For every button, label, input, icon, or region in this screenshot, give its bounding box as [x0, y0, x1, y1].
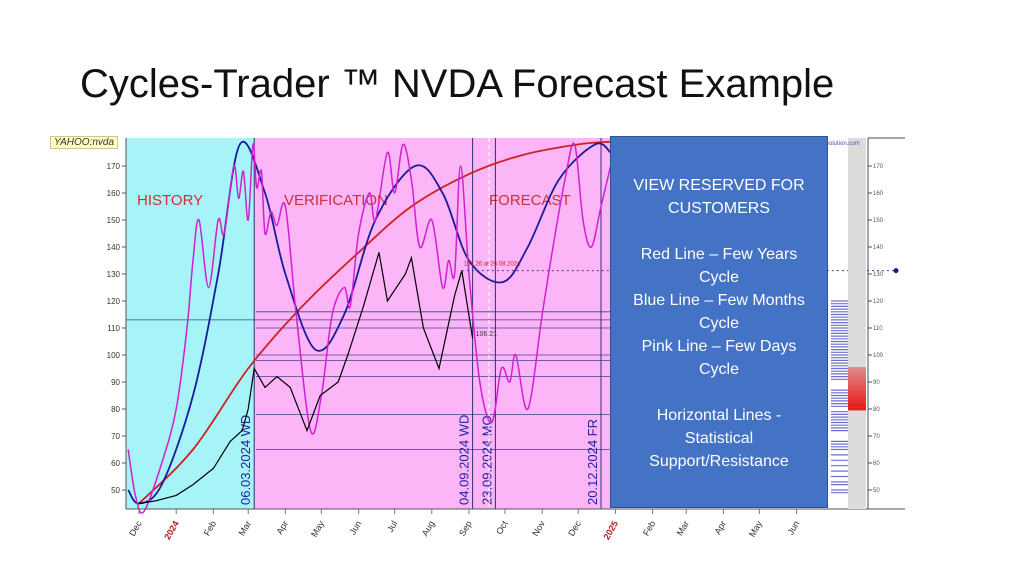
y-tick-label: 100 — [107, 351, 121, 360]
overlay-line: VIEW RESERVED FOR — [633, 177, 805, 194]
right-y-tick-label: 100 — [873, 353, 884, 359]
histogram-bar-red — [848, 383, 866, 387]
x-tick-label: May — [747, 519, 764, 539]
histogram-bar-red — [848, 377, 866, 381]
right-y-tick-label: 140 — [873, 245, 884, 251]
histogram-bar-red — [848, 369, 866, 373]
x-tick-label: Jul — [385, 519, 399, 534]
x-tick-label: Feb — [641, 519, 657, 537]
vertical-date-label: 20.12.2024 FR — [585, 419, 600, 505]
region-label: FORECAST — [489, 192, 571, 209]
right-y-tick-label: 60 — [873, 461, 880, 467]
overlay-line — [611, 381, 827, 404]
x-tick-label: Jun — [347, 519, 363, 537]
x-tick-label: 2024 — [162, 519, 181, 541]
overlay-line: Statistical — [684, 430, 754, 447]
histogram-bar-red — [848, 388, 866, 392]
overlay-line — [611, 220, 827, 243]
y-tick-label: 50 — [111, 486, 120, 495]
x-tick-label: Sep — [457, 519, 474, 538]
y-tick-label: 70 — [111, 432, 120, 441]
region-verification — [254, 138, 473, 509]
y-tick-label: 90 — [111, 378, 120, 387]
histogram-bar-red — [848, 394, 866, 397]
x-tick-label: Oct — [494, 519, 510, 537]
right-y-tick-label: 150 — [873, 218, 884, 224]
few-years-cycle-line — [138, 140, 611, 505]
region-history — [126, 138, 255, 509]
histogram-bar-red — [848, 372, 866, 376]
x-tick-label: Apr — [274, 519, 290, 536]
annotation-high: 131.26 at 26.08.2024 — [464, 262, 521, 268]
x-tick-label: Mar — [237, 519, 253, 537]
y-tick-label: 60 — [111, 459, 120, 468]
y-tick-label: 150 — [107, 216, 121, 225]
histogram-bar-red — [848, 404, 866, 408]
histogram-bar-red — [848, 391, 866, 395]
x-tick-label: Jun — [785, 519, 801, 537]
histogram-bar-red — [848, 367, 866, 370]
overlay-line: Horizontal Lines - — [656, 407, 782, 424]
price-line — [138, 252, 474, 505]
last-price-marker — [893, 268, 899, 274]
histogram-bar-red — [848, 380, 866, 384]
right-y-tick-label: 50 — [873, 488, 880, 494]
x-tick-label: May — [309, 519, 326, 539]
x-tick-label: Dec — [127, 519, 144, 538]
overlay-line: CUSTOMERS — [668, 200, 770, 217]
vertical-date-label: 06.03.2024 WD — [238, 415, 253, 505]
y-tick-label: 170 — [107, 162, 121, 171]
region-label: HISTORY — [137, 192, 203, 209]
x-tick-label: Apr — [712, 519, 728, 536]
vertical-date-label: 04.09.2024 WD — [457, 415, 472, 505]
overlay-line: Pink Line – Few Days — [641, 338, 797, 355]
x-tick-label: Aug — [420, 519, 437, 538]
histogram-bar-red — [848, 386, 866, 389]
y-tick-label: 120 — [107, 297, 121, 306]
right-y-tick-label: 160 — [873, 191, 884, 197]
overlay-line: Cycle — [698, 315, 739, 332]
ticker-label: YAHOO:nvda — [50, 136, 119, 149]
overlay-line: Blue Line – Few Months — [633, 292, 805, 309]
right-y-tick-label: 120 — [873, 299, 884, 305]
histogram-bar-red — [848, 396, 866, 400]
histogram-bar-red — [848, 399, 866, 403]
overlay-line: Cycle — [698, 361, 739, 378]
right-y-tick-label: 90 — [873, 380, 880, 386]
x-tick-label: Feb — [202, 519, 218, 537]
x-tick-label: Nov — [530, 519, 547, 538]
overlay-line: Cycle — [698, 269, 739, 286]
y-tick-label: 110 — [107, 324, 120, 333]
customers-reserved-overlay: VIEW RESERVED FOR CUSTOMERS Red Line – Few… — [610, 136, 828, 508]
histogram-bar-red — [848, 407, 866, 411]
overlay-line: Support/Resistance — [649, 453, 789, 470]
x-tick-label: Mar — [675, 519, 691, 537]
vertical-date-label: 23.09.2024 MO — [479, 415, 494, 505]
watermark-text: timingsolution.com — [810, 141, 860, 147]
overlay-line: Red Line – Few Years — [640, 246, 798, 263]
y-tick-label: 160 — [107, 189, 121, 198]
histogram-bar-red — [848, 375, 866, 378]
x-tick-label: Dec — [566, 519, 583, 538]
few-months-cycle-line — [127, 140, 612, 505]
few-days-cycle-line — [127, 142, 612, 514]
right-y-tick-label: 80 — [873, 407, 880, 413]
y-tick-label: 130 — [107, 270, 121, 279]
histogram-panel — [848, 138, 866, 509]
right-y-tick-label: 70 — [873, 434, 880, 440]
right-y-tick-label: 110 — [873, 326, 883, 332]
y-tick-label: 80 — [111, 405, 120, 414]
region-label: VERIFICATION — [284, 192, 388, 209]
annotation-close: 106.21 — [476, 331, 498, 338]
right-y-tick-label: 130 — [873, 272, 884, 278]
y-tick-label: 140 — [107, 243, 121, 252]
histogram-bar-red — [848, 402, 866, 405]
slide-title: Cycles-Trader ™ NVDA Forecast Example — [80, 62, 835, 106]
x-tick-label: 2025 — [601, 519, 620, 541]
right-y-tick-label: 170 — [873, 164, 884, 170]
